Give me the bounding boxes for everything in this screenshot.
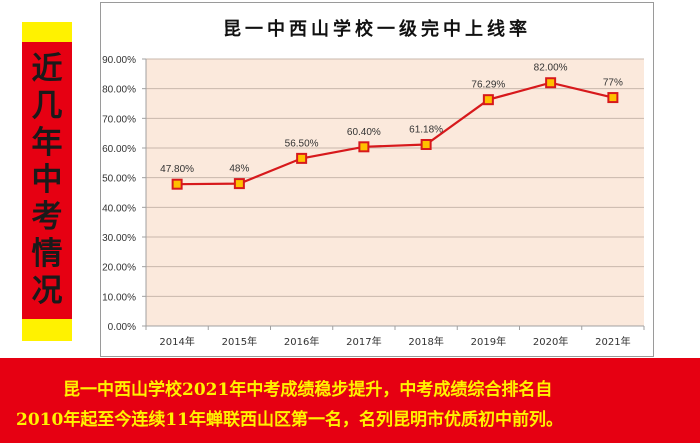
- chart-title: 昆一中西山学校一级完中上线率: [223, 19, 531, 40]
- side-banner-char: 近: [31, 51, 63, 87]
- side-banner-char: 况: [31, 273, 63, 309]
- data-marker: [607, 92, 619, 104]
- data-marker: [545, 77, 557, 89]
- x-tick-label: 2017年: [346, 335, 381, 348]
- series-line: [177, 81, 614, 186]
- y-tick-label: 70.00%: [102, 114, 136, 125]
- y-tick-label: 80.00%: [102, 85, 136, 96]
- data-label: 82.00%: [534, 63, 568, 74]
- data-label: 47.80%: [160, 164, 194, 175]
- line-chart: 0.00% 10.00% 20.00% 30.00% 40.00% 50.00% 60.00…: [102, 55, 645, 348]
- data-label: 48%: [229, 164, 249, 175]
- data-marker: [358, 141, 370, 153]
- x-tick-label: 2021年: [595, 335, 630, 348]
- side-banner: 近 几 年 中 考 情 况: [22, 22, 72, 341]
- x-tick-label: 2019年: [471, 335, 506, 348]
- chart-frame: 昆一中西山学校一级完中上线率 0.00% 10.00% 20.00% 30.00% 40…: [100, 2, 654, 357]
- plot-area: [146, 59, 644, 326]
- side-banner-char: 几: [31, 88, 63, 124]
- side-banner-char: 考: [31, 199, 63, 235]
- data-label: 77%: [603, 78, 623, 89]
- data-label: 61.18%: [409, 124, 443, 135]
- data-marker: [420, 138, 432, 150]
- y-tick-label: 10.00%: [102, 292, 136, 303]
- y-tick-label: 20.00%: [102, 263, 136, 274]
- y-tick-label: 0.00%: [108, 322, 136, 333]
- data-marker: [482, 94, 494, 106]
- data-marker: [171, 178, 183, 190]
- y-tick-label: 60.00%: [102, 144, 136, 155]
- side-banner-char: 中: [31, 162, 63, 198]
- data-label: 60.40%: [347, 127, 381, 138]
- summary-line-1: 昆一中西山学校2021年中考成绩稳步提升，中考成绩综合排名自: [63, 380, 553, 400]
- x-tick-label: 2018年: [408, 335, 443, 348]
- side-banner-top-cap: [22, 22, 72, 42]
- side-banner-bottom-cap: [22, 319, 72, 341]
- x-tick-label: 2020年: [533, 335, 568, 348]
- y-tick-label: 30.00%: [102, 233, 136, 244]
- y-tick-label: 50.00%: [102, 174, 136, 185]
- side-banner-body: 近 几 年 中 考 情 况: [22, 42, 72, 319]
- data-marker: [233, 178, 245, 190]
- y-tick-label: 40.00%: [102, 203, 136, 214]
- summary-banner: 昆一中西山学校2021年中考成绩稳步提升，中考成绩综合排名自 2010年起至今连…: [0, 358, 700, 443]
- x-tick-label: 2015年: [222, 335, 257, 348]
- side-banner-char: 年: [31, 125, 63, 161]
- x-tick-label: 2014年: [159, 335, 194, 348]
- x-tick-label: 2016年: [284, 335, 319, 348]
- data-label: 56.50%: [285, 138, 319, 149]
- side-banner-char: 情: [31, 236, 63, 272]
- data-label: 76.29%: [471, 80, 505, 91]
- summary-line-2: 2010年起至今连续11年蝉联西山区第一名，名列昆明市优质初中前列。: [16, 410, 563, 430]
- data-marker: [296, 152, 308, 164]
- y-tick-label: 90.00%: [102, 55, 136, 66]
